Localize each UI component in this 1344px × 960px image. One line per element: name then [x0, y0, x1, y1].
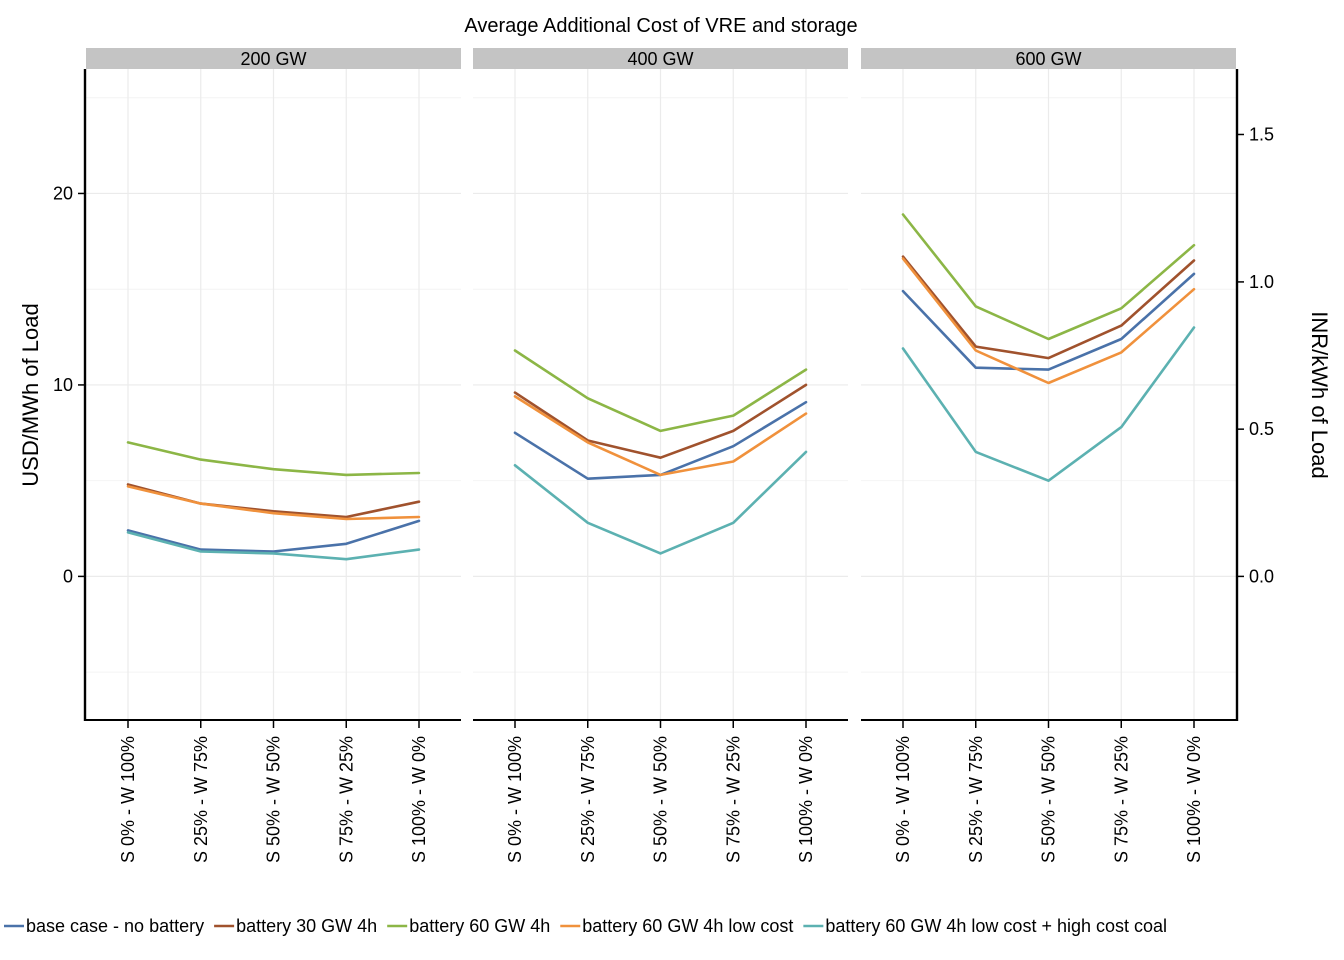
panel-strip-label: 400 GW	[627, 49, 693, 69]
panel-strip-label: 600 GW	[1015, 49, 1081, 69]
x-tick-label: S 100% - W 0%	[409, 736, 429, 863]
series-line-battery-30-gw-4h	[513, 383, 808, 460]
series-line-battery-60-gw-4h-low-cost-high-cost-coal	[126, 531, 421, 561]
y-tick-right-label: 1.5	[1249, 124, 1274, 144]
y-tick-right-label: 0.0	[1249, 566, 1274, 586]
series-line-base-case-no-battery	[901, 272, 1196, 371]
legend-item: base case - no battery	[4, 916, 204, 936]
series-line-battery-60-gw-4h-low-cost	[513, 395, 808, 477]
x-tick-label: S 0% - W 100%	[505, 736, 525, 863]
panel-strip-label: 200 GW	[240, 49, 306, 69]
y-tick-right-label: 1.0	[1249, 272, 1274, 292]
legend-label: battery 30 GW 4h	[236, 916, 377, 936]
legend-item: battery 60 GW 4h low cost + high cost co…	[803, 916, 1167, 936]
series-line-battery-60-gw-4h-low-cost	[126, 485, 421, 521]
series-line-battery-60-gw-4h-low-cost	[901, 257, 1196, 385]
x-tick-label: S 75% - W 25%	[1111, 736, 1131, 863]
legend-item: battery 60 GW 4h	[387, 916, 550, 936]
series-line-battery-60-gw-4h	[513, 349, 808, 433]
x-tick-label: S 75% - W 25%	[336, 736, 356, 863]
series-line-battery-60-gw-4h-low-cost-high-cost-coal	[901, 326, 1196, 483]
series-line-battery-60-gw-4h	[901, 213, 1196, 341]
x-tick-label: S 50% - W 50%	[651, 736, 671, 863]
legend-label: battery 60 GW 4h low cost	[582, 916, 793, 936]
legend-label: base case - no battery	[26, 916, 204, 936]
y-tick-label: 20	[53, 183, 73, 203]
legend-item: battery 30 GW 4h	[214, 916, 377, 936]
panel-strip	[861, 48, 1236, 69]
series-line-battery-60-gw-4h	[126, 441, 421, 477]
x-tick-label: S 25% - W 75%	[578, 736, 598, 863]
x-tick-label: S 25% - W 75%	[191, 736, 211, 863]
y-tick-label: 10	[53, 375, 73, 395]
x-tick-label: S 50% - W 50%	[264, 736, 284, 863]
panel-strip	[473, 48, 848, 69]
y-axis-left: 0 10 20	[53, 69, 87, 721]
legend-item: battery 60 GW 4h low cost	[560, 916, 793, 936]
x-tick-label: S 0% - W 100%	[893, 736, 913, 863]
series-line-battery-60-gw-4h-low-cost-high-cost-coal	[513, 450, 808, 555]
y-tick-right-label: 0.5	[1249, 419, 1274, 439]
y-axis-label: USD/MWh of Load	[18, 303, 43, 486]
y-tick-label: 0	[63, 566, 73, 586]
legend-label: battery 60 GW 4h	[409, 916, 550, 936]
series-line-battery-30-gw-4h	[901, 255, 1196, 360]
x-tick-label: S 100% - W 0%	[1184, 736, 1204, 863]
facet-panels: 200 GW S 0% - W 100% S 25% - W 75% S 50% - …	[53, 48, 1274, 863]
legend: base case - no battery battery 30 GW 4h ba…	[4, 916, 1167, 936]
panel-strip	[86, 48, 461, 69]
x-tick-label: S 75% - W 25%	[723, 736, 743, 863]
y-axis-right: 0.0 0.5 1.0 1.5	[1235, 69, 1274, 721]
x-tick-label: S 25% - W 75%	[966, 736, 986, 863]
legend-label: battery 60 GW 4h low cost + high cost co…	[825, 916, 1167, 936]
panel-400-gw: 400 GW S 0% - W 100% S 25% - W 75% S 50% - …	[473, 48, 848, 863]
y-axis-right-label: INR/kWh of Load	[1307, 311, 1332, 479]
series-line-base-case-no-battery	[126, 519, 421, 553]
chart-title: Average Additional Cost of VRE and stora…	[464, 15, 857, 37]
x-tick-label: S 100% - W 0%	[796, 736, 816, 863]
panel-600-gw: 600 GW S 0% - W 100% S 25% - W 75% S 50% - …	[861, 48, 1236, 863]
x-tick-label: S 50% - W 50%	[1039, 736, 1059, 863]
panel-200-gw: 200 GW S 0% - W 100% S 25% - W 75% S 50% - …	[86, 48, 461, 863]
x-tick-label: S 0% - W 100%	[118, 736, 138, 863]
